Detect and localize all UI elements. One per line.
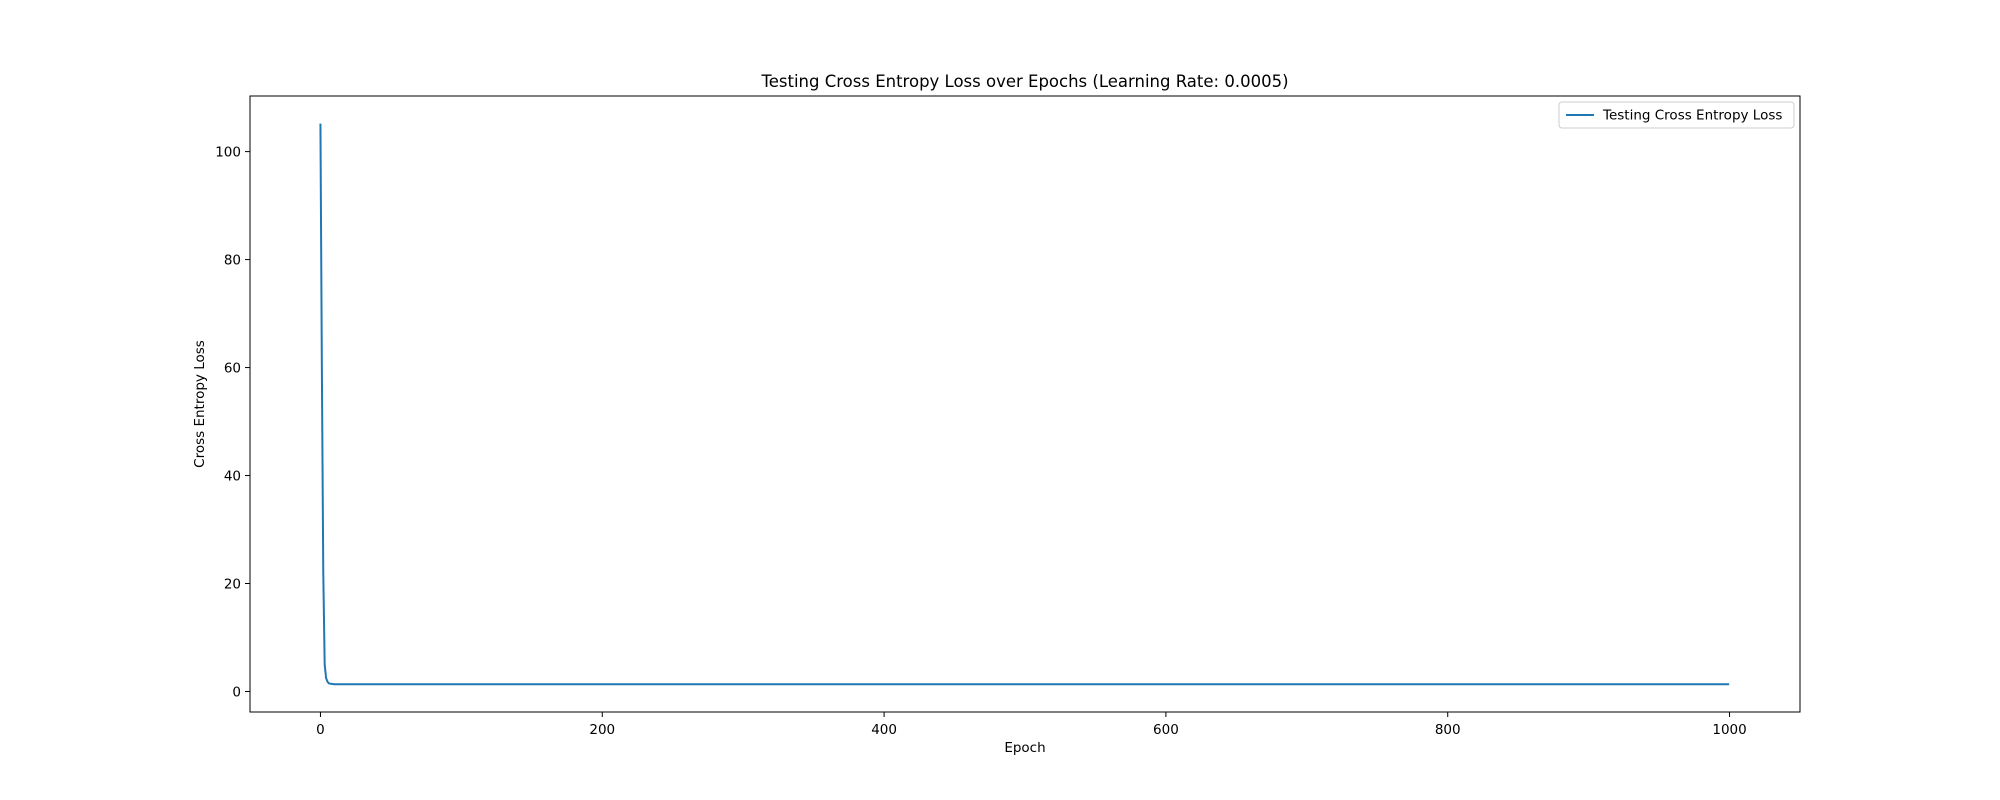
- x-tick-label: 0: [316, 722, 325, 738]
- series-layer: [319, 123, 1730, 686]
- legend: Testing Cross Entropy Loss: [1558, 101, 1795, 129]
- x-axis-label: Epoch: [1004, 740, 1045, 756]
- x-tick-label: 600: [1153, 722, 1179, 738]
- y-tick-label: 100: [215, 145, 241, 161]
- chart-title: Testing Cross Entropy Loss over Epochs (…: [760, 72, 1288, 91]
- x-axis-ticks: 0 200 400 600 800 1000: [316, 712, 1747, 738]
- legend-label: Testing Cross Entropy Loss: [1602, 108, 1782, 124]
- plot-area: [250, 96, 1800, 712]
- legend-box: [1558, 101, 1795, 129]
- y-axis-ticks: 0 20 40 60 80 100: [215, 145, 250, 700]
- plot-frame: [249, 95, 1801, 713]
- x-tick-label: 200: [589, 722, 615, 738]
- y-tick-label: 40: [224, 469, 241, 485]
- x-tick-label: 400: [871, 722, 897, 738]
- y-tick-label: 80: [224, 253, 241, 269]
- y-tick-label: 20: [224, 577, 241, 593]
- x-tick-label: 800: [1435, 722, 1461, 738]
- y-axis-label: Cross Entropy Loss: [192, 340, 208, 468]
- series-line: [319, 123, 1730, 686]
- y-tick-label: 0: [232, 684, 241, 700]
- y-tick-label: 60: [224, 361, 241, 377]
- x-tick-label: 1000: [1712, 722, 1746, 738]
